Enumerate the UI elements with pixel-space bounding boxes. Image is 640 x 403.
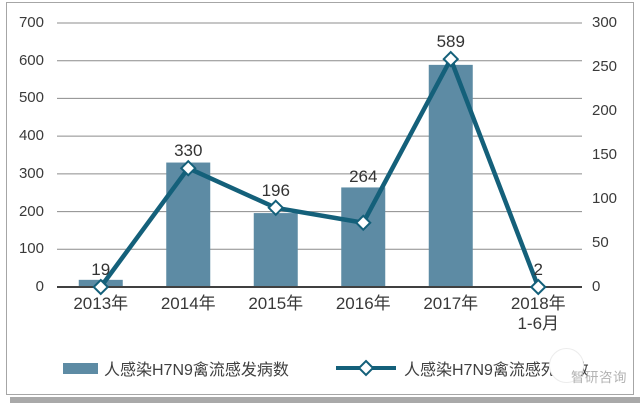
data-label: 330: [174, 141, 203, 161]
right-axis-tick: 50: [592, 234, 609, 251]
right-axis-tick: 250: [592, 58, 618, 75]
right-axis-tick: 200: [592, 102, 618, 119]
bar-2014年: [166, 162, 211, 287]
legend-item-cases: 人感染H7N9禽流感发病数: [63, 356, 289, 380]
data-label: 196: [261, 180, 290, 200]
legend-item-deaths: 人感染H7N9禽流感死亡数: [334, 356, 589, 380]
marker-diamond: [92, 278, 110, 296]
x-axis-label: 2017年: [423, 294, 479, 313]
marker-diamond: [442, 50, 460, 68]
deaths-legend-label: 人感染H7N9禽流感死亡数: [404, 362, 589, 379]
x-axis-label: 2015年: [248, 294, 304, 313]
right-axis-tick: 150: [592, 146, 618, 163]
marker-diamond: [179, 159, 197, 177]
x-axis-label: 2016年: [335, 294, 391, 313]
chart-frame: [6, 2, 634, 395]
marker-diamond: [354, 214, 372, 232]
left-axis-tick: 100: [18, 240, 44, 258]
bottom-divider: [10, 397, 640, 403]
left-axis-tick: 400: [18, 127, 44, 145]
data-label: 589: [436, 32, 465, 52]
x-axis-label: 2018年 1-6月: [510, 294, 566, 333]
cases-bar-legend-swatch: [63, 362, 98, 374]
left-axis-tick: 700: [18, 14, 44, 31]
bar-2016年: [341, 187, 386, 287]
right-axis-tick: 0: [592, 278, 601, 295]
left-axis-tick: 600: [18, 51, 44, 69]
right-axis-tick: 100: [592, 190, 618, 207]
x-axis-label: 2014年: [160, 294, 216, 313]
left-axis-tick: 500: [18, 89, 44, 107]
data-label: 2: [533, 260, 543, 279]
right-axis-tick: 300: [592, 14, 618, 31]
cases-legend-label: 人感染H7N9禽流感发病数: [104, 362, 289, 379]
bar-2015年: [253, 213, 298, 287]
x-axis-label: 2013年: [73, 294, 129, 313]
left-axis-tick: 200: [18, 202, 44, 220]
marker-diamond: [267, 199, 285, 217]
left-axis-tick: 300: [18, 164, 44, 182]
deaths-legend-marker: [336, 359, 396, 377]
data-label: 264: [349, 167, 378, 187]
deaths-line: [98, 56, 541, 289]
marker-diamond: [529, 278, 547, 296]
left-axis-tick: 0: [35, 278, 44, 295]
data-label: 19: [91, 259, 111, 279]
